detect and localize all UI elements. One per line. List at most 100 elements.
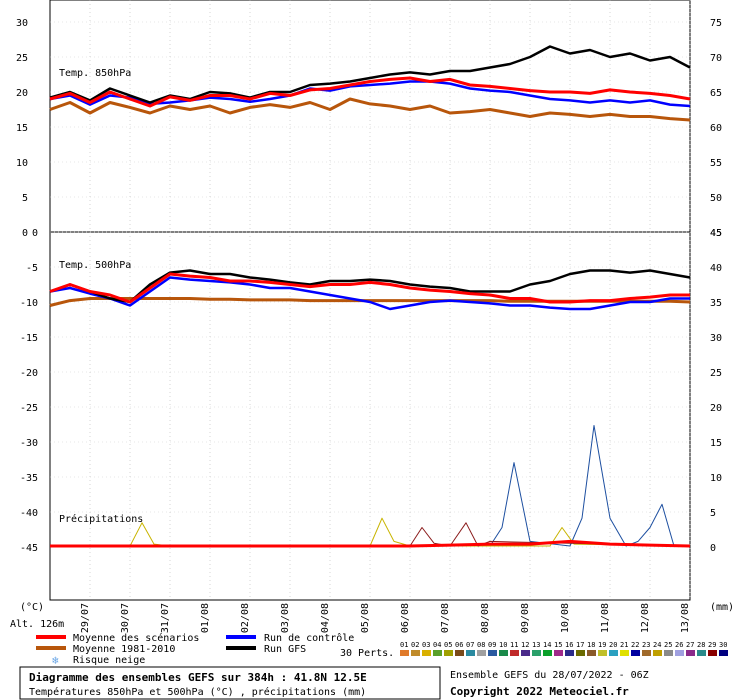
pert-swatch — [422, 650, 431, 656]
y-tick-500-right: 5 — [710, 508, 716, 519]
pert-swatch — [400, 650, 409, 656]
x-tick-label: 07/08 — [440, 603, 451, 633]
pert-number: 14 — [543, 641, 551, 649]
pert-swatch — [653, 650, 662, 656]
left-unit-label: (°C) — [20, 602, 44, 613]
y-tick-500: -5 — [26, 263, 38, 274]
pert-number: 11 — [510, 641, 518, 649]
y-tick-850: 10 — [16, 158, 28, 169]
legend-label-gfs: Run GFS — [264, 644, 306, 655]
series-line-run-gfs — [49, 45, 691, 104]
pert-swatch — [587, 650, 596, 656]
legend-label-snow: Risque neige — [73, 655, 145, 666]
x-tick-label: 03/08 — [280, 603, 291, 633]
legend: Moyenne des scénarios Moyenne 1981-2010 … — [36, 632, 354, 667]
pert-number: 27 — [686, 641, 694, 649]
series-line-pert-01 — [50, 425, 690, 547]
y-tick-850-right: 65 — [710, 88, 722, 99]
pert-number: 07 — [466, 641, 474, 649]
right-unit-label: (mm) — [710, 602, 734, 613]
x-tick-label: 08/08 — [480, 603, 491, 633]
snowflake-icon: ❄ — [52, 654, 59, 667]
pert-number: 28 — [697, 641, 705, 649]
x-tick-label: 09/08 — [520, 603, 531, 633]
series-line-run-de-contr-le — [49, 276, 690, 311]
y-tick-500-right: 45 — [710, 228, 722, 239]
series-line-moyenne-1981-2010 — [49, 97, 691, 122]
x-tick-label: 13/08 — [680, 603, 691, 633]
pert-number: 20 — [609, 641, 617, 649]
pert-number: 08 — [477, 641, 485, 649]
copyright: Copyright 2022 Meteociel.fr — [450, 685, 629, 698]
series-line-moyenne-des-sc-narios — [50, 539, 691, 548]
pert-number: 18 — [587, 641, 595, 649]
pert-swatch — [444, 650, 453, 656]
chart-title: Diagramme des ensembles GEFS sur 384h : … — [29, 671, 367, 684]
pert-number: 03 — [422, 641, 430, 649]
x-tick-label: 31/07 — [160, 603, 171, 633]
pert-swatch — [433, 650, 442, 656]
pert-swatch — [697, 650, 706, 656]
title-box — [19, 666, 441, 700]
y-tick-850: 25 — [16, 53, 28, 64]
pert-swatch — [411, 650, 420, 656]
pert-swatch — [576, 650, 585, 656]
pert-swatch — [708, 650, 717, 656]
x-tick-label: 02/08 — [240, 603, 251, 633]
x-tick-label: 29/07 — [80, 603, 91, 633]
pert-number: 30 — [719, 641, 727, 649]
y-tick-850-right: 50 — [710, 193, 722, 204]
pert-number: 12 — [521, 641, 529, 649]
series-line-pert-02 — [50, 517, 691, 547]
x-tick-label: 11/08 — [600, 603, 611, 633]
x-tick-label: 04/08 — [320, 603, 331, 633]
y-tick-500: 0 — [32, 228, 38, 239]
pert-number: 24 — [653, 641, 661, 649]
pert-swatch — [477, 650, 486, 656]
y-tick-850: 20 — [16, 88, 28, 99]
pert-swatch — [642, 650, 651, 656]
pert-number: 15 — [554, 641, 562, 649]
y-tick-850: 0 — [22, 228, 28, 239]
perturbation-swatches: 01 02 03 04 05 06 07 08 09 10 11 12 13 14 15 16 17 18 19 20… — [400, 641, 728, 656]
x-tick-label: 12/08 — [640, 603, 651, 633]
pert-number: 25 — [664, 641, 672, 649]
run-info: Ensemble GEFS du 28/07/2022 - 06Z — [450, 670, 649, 681]
y-tick-500-right: 35 — [710, 298, 722, 309]
y-tick-500-right: 0 — [710, 543, 716, 554]
altitude-label: Alt. 126m — [10, 619, 64, 630]
perturbations-label: 30 Perts. — [340, 648, 394, 659]
y-tick-850-right: 75 — [710, 18, 722, 29]
pert-number: 23 — [642, 641, 650, 649]
pert-swatch — [521, 650, 530, 656]
pert-number: 19 — [598, 641, 606, 649]
pert-swatch — [532, 650, 541, 656]
x-tick-label: 10/08 — [560, 603, 571, 633]
legend-label-climate: Moyenne 1981-2010 — [73, 644, 175, 655]
x-tick-label: 01/08 — [200, 603, 211, 633]
y-tick-850-right: 55 — [710, 158, 722, 169]
y-tick-850-right: 45 — [710, 228, 722, 239]
y-tick-500-right: 20 — [710, 403, 722, 414]
pert-number: 21 — [620, 641, 628, 649]
y-tick-500-right: 10 — [710, 473, 722, 484]
chart-subtitle: Températures 850hPa et 500hPa (°C) , pré… — [29, 686, 366, 698]
y-tick-850: 30 — [16, 18, 28, 29]
y-tick-500-right: 15 — [710, 438, 722, 449]
y-tick-500: -10 — [20, 298, 38, 309]
y-tick-850: 15 — [16, 123, 28, 134]
pert-swatch — [565, 650, 574, 656]
panel-label-850: Temp. 850hPa — [59, 68, 131, 79]
y-tick-850-right: 60 — [710, 123, 722, 134]
legend-label-control: Run de contrôle — [264, 632, 354, 644]
pert-swatch — [609, 650, 618, 656]
x-tick-label: 30/07 — [120, 603, 131, 633]
y-tick-500: -45 — [20, 543, 38, 554]
y-tick-500: -30 — [20, 438, 38, 449]
pert-number: 17 — [576, 641, 584, 649]
legend-label-mean: Moyenne des scénarios — [73, 632, 199, 644]
y-tick-500-right: 30 — [710, 333, 722, 344]
y-tick-850: 5 — [22, 193, 28, 204]
pert-number: 06 — [455, 641, 463, 649]
